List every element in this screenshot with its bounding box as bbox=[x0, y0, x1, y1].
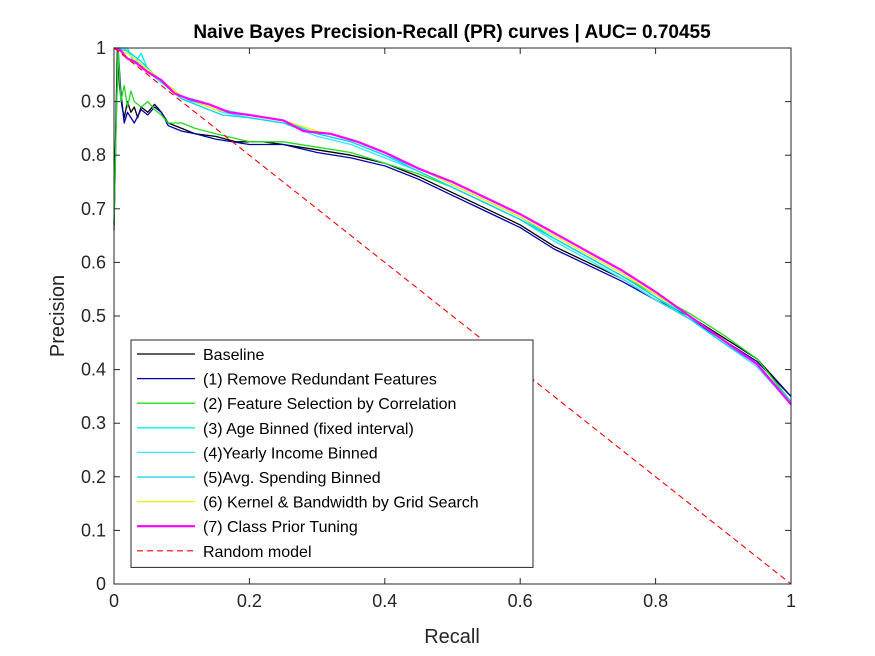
chart-title: Naive Bayes Precision-Recall (PR) curves… bbox=[193, 22, 711, 43]
y-tick-label: 0.7 bbox=[81, 199, 106, 219]
series-layer bbox=[113, 46, 792, 585]
legend-box bbox=[130, 339, 534, 568]
legend-entry: (7) Class Prior Tuning bbox=[203, 519, 358, 536]
legend-entry: (6) Kernel & Bandwidth by Grid Search bbox=[203, 495, 479, 512]
legend-entry: (4)Yearly Income Binned bbox=[203, 445, 378, 462]
y-tick-label: 1 bbox=[96, 38, 106, 58]
legend-entry: Random model bbox=[203, 544, 312, 561]
x-tick-label: 0.8 bbox=[643, 591, 668, 611]
legend-entry: (2) Feature Selection by Correlation bbox=[203, 396, 456, 413]
x-tick-label: 0.6 bbox=[508, 591, 533, 611]
y-tick-label: 0.8 bbox=[81, 145, 106, 165]
series-line-9 bbox=[113, 47, 792, 585]
y-tick-label: 0.9 bbox=[81, 92, 106, 112]
legend-entry: (5)Avg. Spending Binned bbox=[203, 470, 381, 487]
ticks-layer: 0 0.2 0.4 0.6 0.8 1 0 0.1 0.2 0.3 0.4 0.5 0.6 0.7 0.8 0… bbox=[81, 38, 796, 611]
series-line-8 bbox=[113, 46, 792, 406]
y-tick-label: 0.3 bbox=[81, 413, 106, 433]
legend-entry: (1) Remove Redundant Features bbox=[203, 372, 437, 389]
x-tick-label: 1 bbox=[786, 591, 796, 611]
y-tick-label: 0.1 bbox=[81, 520, 106, 540]
y-tick-label: 0.5 bbox=[81, 306, 106, 326]
y-tick-label: 0 bbox=[96, 574, 106, 594]
legend: Baseline (1) Remove Redundant Features (2)… bbox=[130, 339, 534, 568]
x-tick-label: 0 bbox=[109, 591, 119, 611]
y-tick-label: 0.6 bbox=[81, 252, 106, 272]
x-axis-label: Recall bbox=[424, 626, 480, 648]
legend-entry: Baseline bbox=[203, 347, 264, 364]
series-line-5 bbox=[114, 47, 792, 405]
legend-entry: (3) Age Binned (fixed interval) bbox=[203, 421, 414, 438]
x-tick-label: 0.4 bbox=[372, 591, 397, 611]
series-line-2 bbox=[113, 47, 792, 397]
y-axis-label: Precision bbox=[47, 275, 69, 357]
x-tick-label: 0.2 bbox=[237, 591, 262, 611]
y-tick-label: 0.2 bbox=[81, 467, 106, 487]
y-tick-label: 0.4 bbox=[81, 360, 106, 380]
